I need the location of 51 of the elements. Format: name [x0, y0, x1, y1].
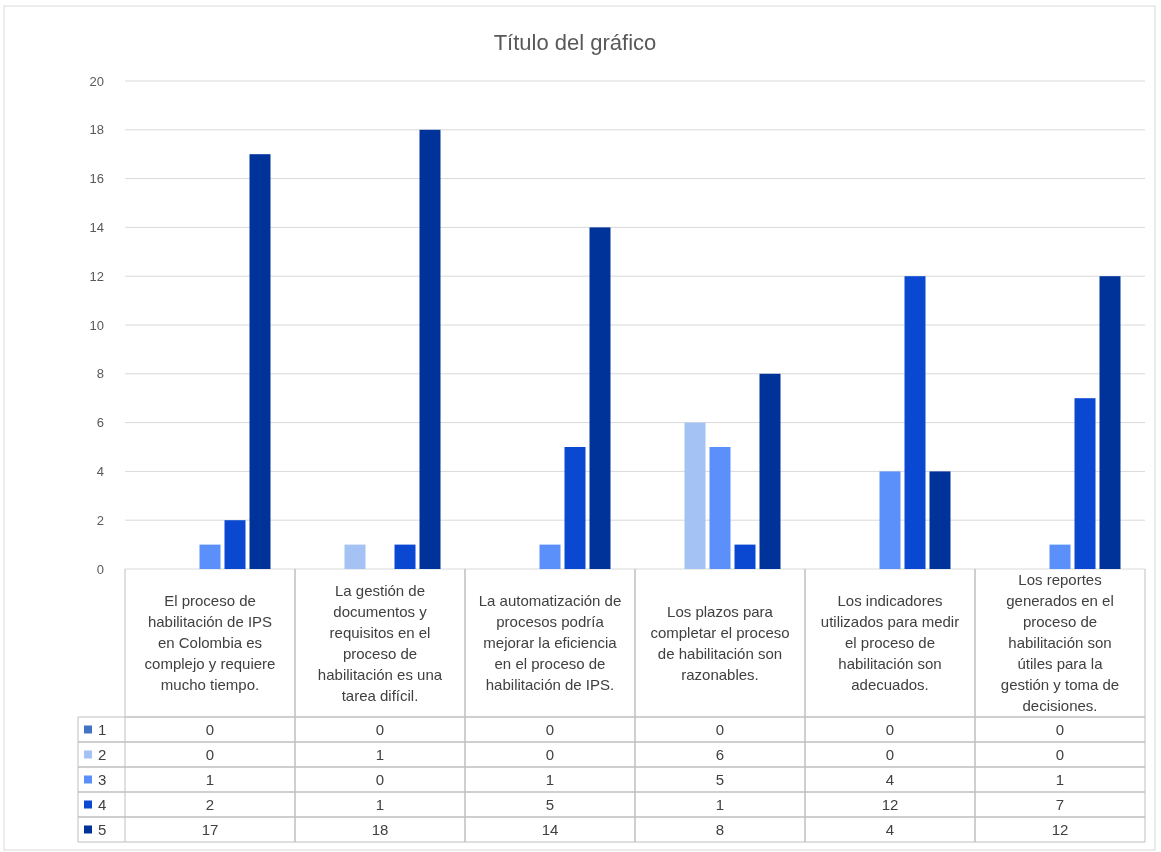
data-label: 0: [375, 720, 385, 738]
data-label: 12: [1051, 820, 1069, 838]
x-tick-label: Los reportes generados en el proceso de habilitación son útiles para la gestión y toma de decisiones.: [1000, 571, 1120, 715]
y-tick-label: 20: [89, 73, 104, 89]
data-label: 1: [375, 795, 385, 813]
data-label: 0: [885, 745, 895, 763]
data-label: 0: [715, 720, 725, 738]
y-tick-label: 18: [89, 122, 104, 138]
data-label: 0: [205, 720, 215, 738]
y-tick-label: 10: [89, 317, 104, 333]
data-label: 14: [541, 820, 559, 838]
x-tick-label: La automatización de procesos podría mejorar la eficiencia en el proceso de habilitación de IPS.: [478, 592, 622, 694]
y-tick-label: 12: [89, 268, 104, 284]
data-label: 5: [715, 770, 725, 788]
data-label: 4: [885, 820, 895, 838]
data-label: 4: [885, 770, 895, 788]
chart-title: Título del gráfico: [493, 30, 657, 55]
data-label: 5: [545, 795, 555, 813]
y-tick-label: 2: [96, 512, 104, 528]
data-label: 7: [1055, 795, 1065, 813]
y-tick-label: 8: [96, 366, 104, 382]
data-label: 0: [885, 720, 895, 738]
data-label: 17: [201, 820, 219, 838]
legend-label: 1: [98, 720, 107, 738]
data-label: 1: [205, 770, 215, 788]
data-label: 12: [881, 795, 899, 813]
data-label: 0: [375, 770, 385, 788]
legend-label: 3: [98, 770, 107, 788]
data-label: 6: [715, 745, 725, 763]
y-tick-label: 0: [96, 561, 104, 577]
x-tick-label: La gestión de documentos y requisitos en el proceso de habilitación es una tarea difícil.: [317, 581, 443, 704]
data-label: 0: [545, 720, 555, 738]
data-label: 1: [1055, 770, 1065, 788]
x-tick-label: Los plazos para completar el proceso de habilitación son razonables.: [650, 602, 790, 683]
data-label: 8: [715, 820, 725, 838]
y-tick-label: 14: [89, 219, 104, 235]
data-label: 0: [1055, 720, 1065, 738]
data-label: 1: [375, 745, 385, 763]
data-label: 0: [205, 745, 215, 763]
y-tick-label: 6: [96, 415, 104, 431]
data-label: 0: [1055, 745, 1065, 763]
data-label: 1: [715, 795, 725, 813]
data-label: 2: [205, 795, 215, 813]
data-label: 1: [545, 770, 555, 788]
data-label: 0: [545, 745, 555, 763]
legend-label: 5: [98, 820, 107, 838]
y-tick-label: 16: [89, 171, 104, 187]
data-label: 18: [371, 820, 389, 838]
x-tick-label: Los indicadores utilizados para medir el proceso de habilitación son adecuados.: [820, 592, 960, 694]
x-tick-label: El proceso de habilitación de IPS en Colombia es complejo y requiere mucho tiempo.: [144, 592, 276, 694]
y-tick-label: 4: [96, 463, 104, 479]
